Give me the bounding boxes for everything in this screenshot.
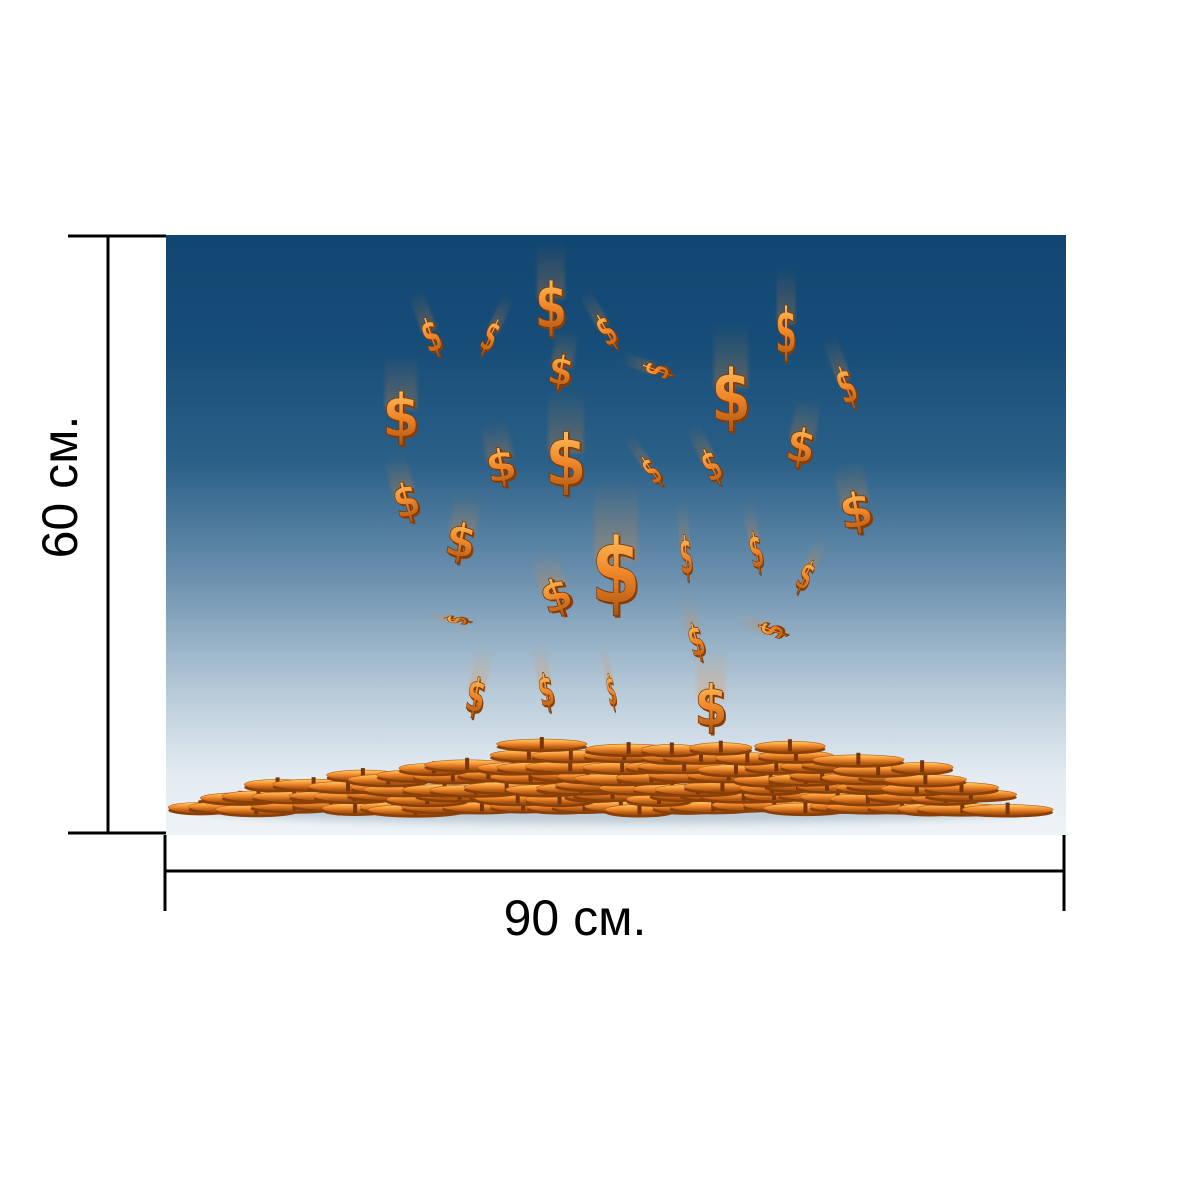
svg-text:$: $ [775, 295, 797, 367]
dollar-sign-30: $$ [694, 649, 729, 741]
svg-text:$: $ [547, 424, 588, 505]
pile-coin-115 [641, 742, 703, 758]
coin-pile [168, 737, 1054, 818]
dollar-sign-10: $$ [382, 355, 422, 453]
dollar-sign-11: $$ [545, 390, 588, 504]
svg-text:$: $ [382, 382, 420, 451]
dollar-sign-20: $$ [676, 502, 696, 589]
svg-text:$: $ [678, 528, 696, 589]
dollar-rain-illustration: $$$$ $$ $$$$ $$ $$$$$$$$$$$$ $$ $$ $$$$ $$$$ $$ $$… [168, 243, 1054, 824]
dollar-sign-5: $$ [544, 328, 579, 398]
svg-text:$: $ [384, 384, 422, 453]
svg-text:$: $ [713, 357, 753, 441]
pile-coin-116 [689, 740, 753, 756]
pile-coin-104 [890, 760, 954, 776]
svg-text:$: $ [677, 527, 695, 588]
svg-text:$: $ [593, 522, 643, 627]
dollar-sign-7: $$ [711, 323, 753, 441]
dollar-sign-12: $$ [480, 419, 523, 496]
svg-text:$: $ [711, 355, 751, 439]
pile-coin-117 [754, 739, 826, 755]
width-label: 90 см. [503, 890, 647, 946]
svg-text:$: $ [694, 675, 727, 740]
dollar-sign-19: $$ [591, 480, 643, 626]
pile-coin-26 [961, 802, 1054, 818]
svg-text:$: $ [591, 520, 641, 625]
svg-text:$: $ [696, 677, 729, 742]
svg-text:$: $ [776, 297, 798, 369]
pile-coin-113 [496, 737, 588, 753]
dollar-sign-8: $$ [775, 268, 798, 369]
svg-text:$: $ [545, 422, 586, 503]
dollar-sign-17: $$ [833, 460, 880, 543]
pile-coin-90 [883, 772, 967, 788]
height-label: 60 см. [32, 415, 88, 559]
pile-coin-112 [812, 752, 905, 768]
artwork-image: $ $ $ $ $ $ $ $ $ $ $ $ $ $ $ $ $ $ $ $ $ $ $ $ $ $ $ $ $ $ $ $ $ $ $ $ $ $ $ $… [166, 235, 1066, 835]
